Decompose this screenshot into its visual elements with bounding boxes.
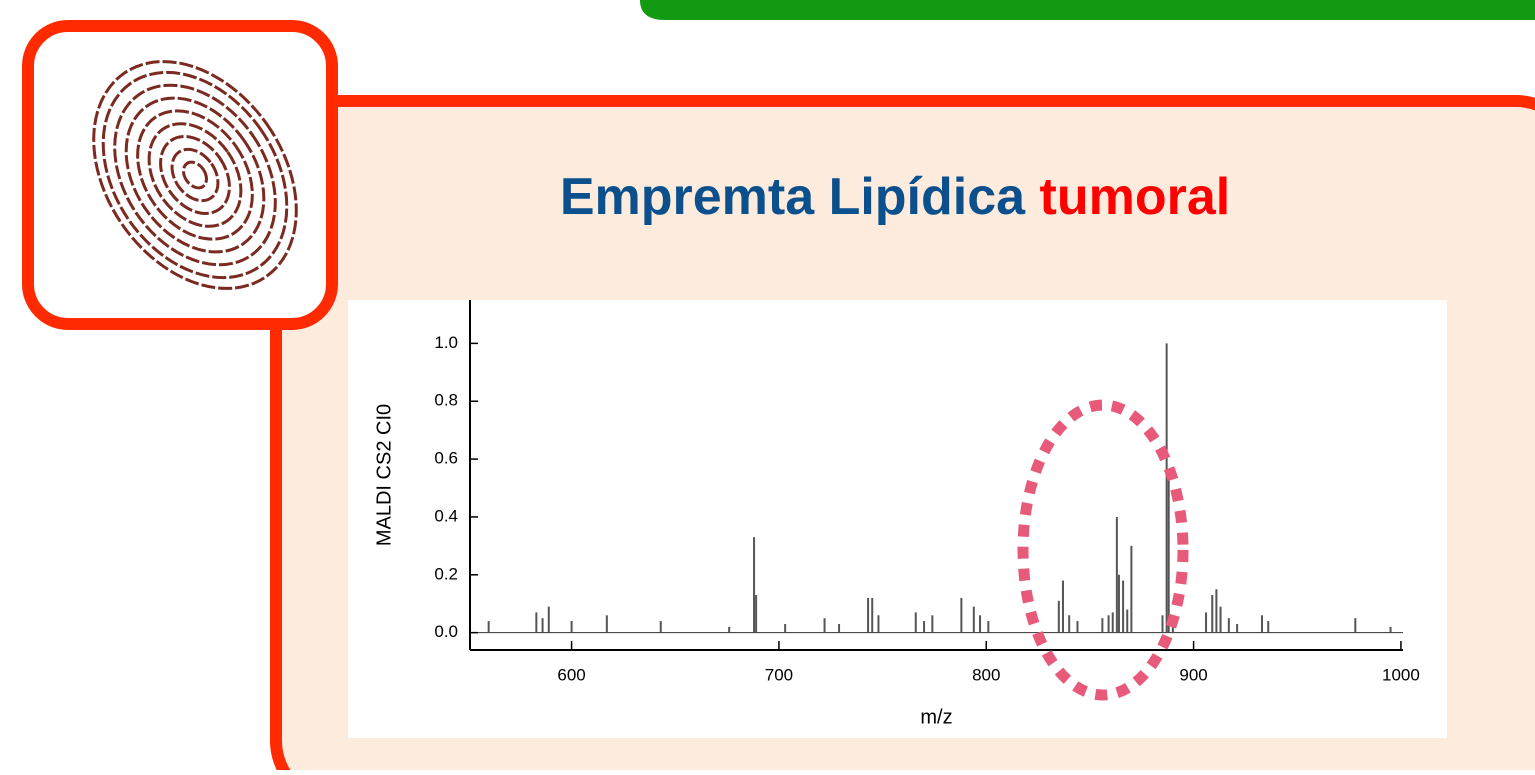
peak xyxy=(1076,621,1078,633)
y-tick-label: 0.6 xyxy=(434,449,458,468)
peak xyxy=(784,624,786,633)
peak xyxy=(548,607,550,633)
peak xyxy=(1215,589,1217,632)
peak xyxy=(1228,618,1230,632)
peak xyxy=(571,621,573,633)
peak xyxy=(1220,607,1222,633)
peak xyxy=(1116,517,1118,633)
header-bar xyxy=(640,0,1535,20)
x-tick-label: 700 xyxy=(765,665,793,684)
peak xyxy=(1101,618,1103,632)
title-text: Empremta Lipídica xyxy=(560,168,1026,226)
y-tick-label: 0.8 xyxy=(434,391,458,410)
peak xyxy=(931,615,933,632)
peak xyxy=(1267,621,1269,633)
peak xyxy=(838,624,840,633)
peak xyxy=(755,595,757,633)
peak xyxy=(979,615,981,632)
peak xyxy=(1058,601,1060,633)
peak xyxy=(1166,343,1168,632)
peak xyxy=(753,537,755,632)
x-tick-label: 900 xyxy=(1179,665,1207,684)
peak xyxy=(1122,581,1124,633)
peak xyxy=(1108,615,1110,632)
peak xyxy=(542,618,544,632)
peak xyxy=(923,621,925,633)
x-tick-label: 800 xyxy=(972,665,1000,684)
peak xyxy=(1112,612,1114,632)
x-axis-label: m/z xyxy=(920,706,952,728)
title-highlight: tumoral xyxy=(1040,168,1231,226)
slide: Empremta Lipídica tumoral 0.0 0.2 0.4 0.6 0.… xyxy=(0,0,1535,770)
peak xyxy=(1390,627,1392,633)
y-tick-label: 0.2 xyxy=(434,564,458,583)
peak xyxy=(1130,546,1132,633)
slide-title: Empremta Lipídica tumoral xyxy=(560,168,1230,226)
y-axis-label: MALDI CS2 CI0 xyxy=(373,404,395,546)
peak xyxy=(488,621,490,633)
peak xyxy=(1211,595,1213,633)
y-tick-label: 1.0 xyxy=(434,333,458,352)
y-tick-label: 0.0 xyxy=(434,622,458,641)
peak xyxy=(824,618,826,632)
peak xyxy=(915,612,917,632)
fingerprint-frame xyxy=(28,26,332,324)
peak xyxy=(871,598,873,633)
peak xyxy=(535,612,537,632)
peak xyxy=(1126,610,1128,633)
peak xyxy=(1354,618,1356,632)
peak xyxy=(973,607,975,633)
peak xyxy=(1068,615,1070,632)
peak xyxy=(987,621,989,633)
peak xyxy=(877,615,879,632)
peak xyxy=(1261,615,1263,632)
peak xyxy=(660,621,662,633)
chart-background xyxy=(348,300,1447,738)
peak xyxy=(867,598,869,633)
peak xyxy=(1062,581,1064,633)
peak xyxy=(1168,474,1170,633)
peak xyxy=(728,627,730,633)
x-tick-label: 600 xyxy=(557,665,585,684)
peak xyxy=(1118,575,1120,633)
x-tick-label: 1000 xyxy=(1382,665,1420,684)
y-tick-label: 0.4 xyxy=(434,506,458,525)
peak xyxy=(1205,612,1207,632)
peak xyxy=(1161,615,1163,632)
peak xyxy=(1236,624,1238,633)
peak xyxy=(606,615,608,632)
peak xyxy=(960,598,962,633)
